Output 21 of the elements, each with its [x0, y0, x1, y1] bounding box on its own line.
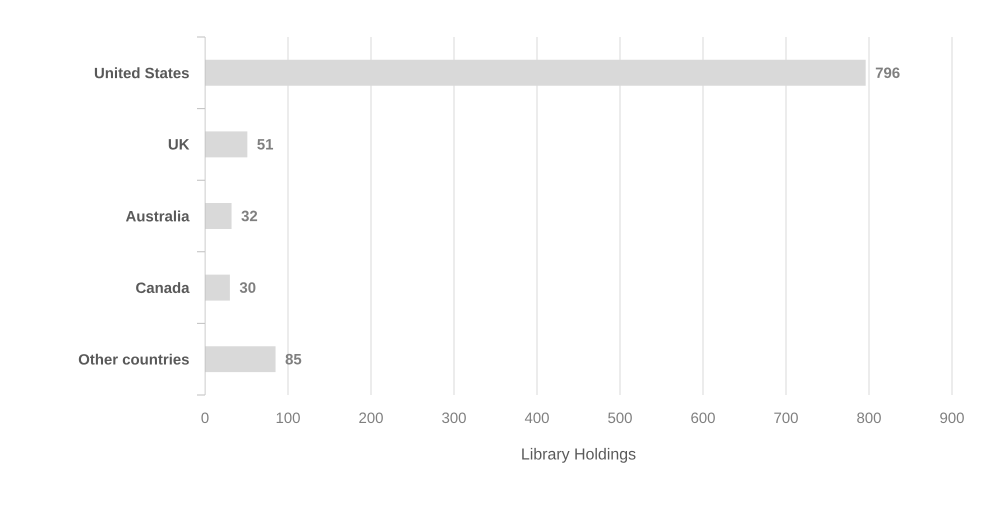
data-label: 30: [240, 282, 256, 293]
x-tick-label: 0: [201, 412, 209, 424]
y-tick-label: Canada: [136, 282, 190, 294]
x-axis-title: Library Holdings: [522, 448, 636, 463]
data-label: 85: [286, 354, 302, 364]
y-tick-label: Australia: [126, 210, 190, 222]
x-tick-label: 800: [857, 412, 881, 424]
y-tick-label: UK: [168, 139, 190, 150]
x-tick-label: 100: [276, 412, 300, 424]
x-tick-label: 600: [691, 412, 715, 424]
y-tick-label: Other countries: [78, 354, 189, 365]
x-tick-label: 500: [608, 412, 632, 424]
y-tick-label: United States: [94, 67, 189, 78]
x-tick-label: 700: [774, 412, 798, 424]
x-tick-label: 300: [442, 412, 466, 424]
x-tick-label: 900: [940, 412, 964, 424]
x-tick-label: 400: [524, 412, 549, 424]
x-tick-label: 200: [359, 412, 383, 424]
data-label: 32: [241, 210, 258, 222]
data-label: 796: [876, 67, 900, 78]
data-label: 51: [257, 139, 274, 150]
